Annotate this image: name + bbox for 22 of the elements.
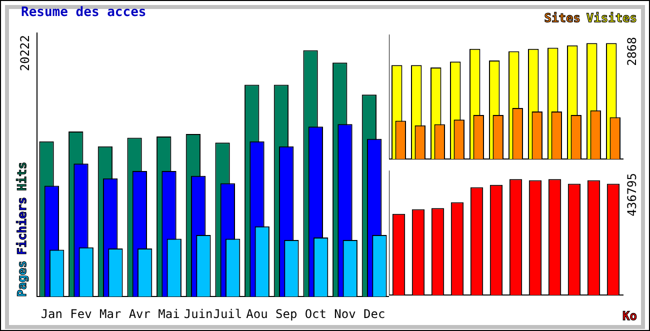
x-tick-label: Sep [275,306,298,321]
x-tick-label: Nov [334,306,356,321]
x-tick-label: Mai [158,306,180,321]
chart-title: Resume des acces [21,5,146,20]
text: 20222 [18,35,32,72]
text: Hits [15,162,29,192]
series-label: Ko [622,309,637,323]
x-tick-label: Juil [213,306,242,321]
x-tick-label: Juin [184,306,213,321]
series-label: Visites [586,11,637,25]
x-tick-label: Mar [99,306,122,321]
x-tick-label: Fev [70,306,92,321]
x-tick-label: Avr [128,306,151,321]
x-tick-label: Oct [304,306,327,321]
text: Pages [15,260,29,297]
text: 436795 [625,173,640,216]
text: 2868 [625,37,640,66]
x-tick-label: Aou [246,306,268,321]
x-tick-label: Dec [363,306,386,321]
x-tick-label: Jan [40,306,63,321]
text: Fichiers [15,197,29,255]
text: Sites [544,11,580,25]
